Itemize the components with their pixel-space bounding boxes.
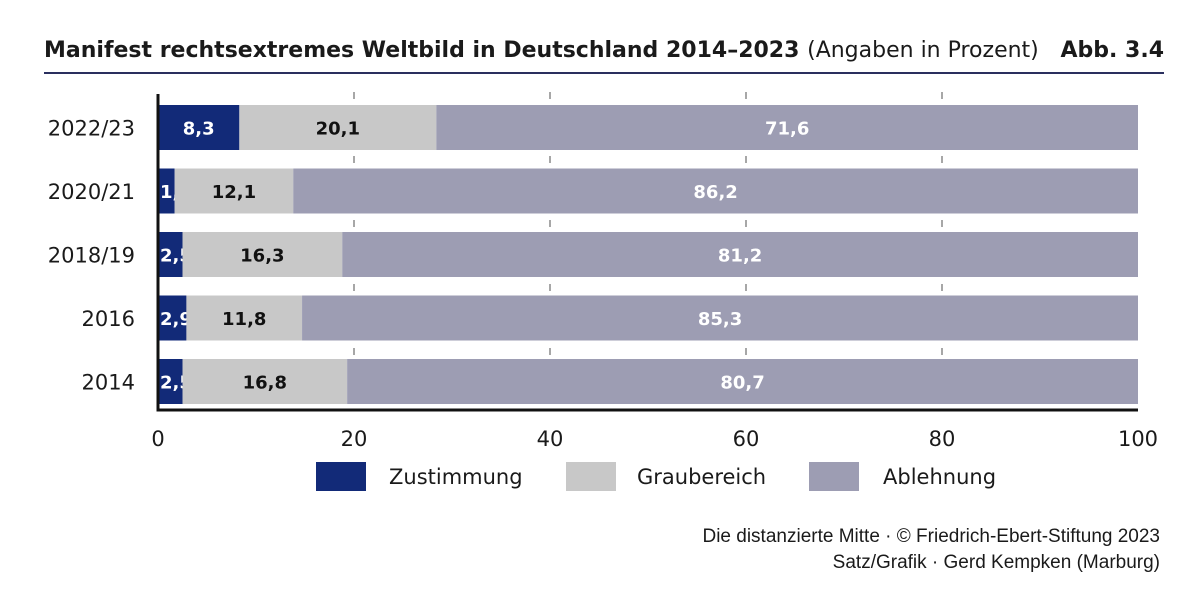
bar-graubereich (186, 295, 303, 341)
bar-ablehnung (293, 168, 1138, 214)
chart-title: Manifest rechtsextremes Weltbild in Deut… (44, 38, 1039, 63)
stacked-bar-chart: 2022/238,320,171,62020/211,712,186,22018… (48, 92, 1158, 491)
bar-graubereich (239, 105, 437, 150)
credit-line-1: Die distanzierte Mitte · © Friedrich-Ebe… (702, 526, 1160, 547)
data-label: 12,1 (212, 182, 256, 203)
data-label: 71,6 (765, 119, 809, 140)
category-label: 2018/19 (48, 244, 135, 268)
figure-label: Abb. 3.4 (1060, 38, 1164, 63)
category-label: 2014 (82, 371, 135, 395)
bar-ablehnung (342, 232, 1138, 277)
data-label: 85,3 (698, 309, 742, 330)
data-label: 8,3 (183, 119, 215, 140)
data-label: 2,9 (160, 309, 192, 330)
legend-swatch-graubereich (566, 462, 616, 491)
category-label: 2016 (82, 307, 135, 331)
data-label: 86,2 (693, 182, 737, 203)
bar-zustimmung (158, 168, 175, 214)
credits: Die distanzierte Mitte · © Friedrich-Ebe… (702, 524, 1160, 576)
bar-graubereich (182, 232, 343, 277)
x-tick-label: 80 (929, 427, 956, 451)
chart-title-text: Manifest rechtsextremes Weltbild in Deut… (44, 38, 800, 63)
legend-label-ablehnung: Ablehnung (883, 465, 996, 489)
x-tick-label: 40 (537, 427, 564, 451)
data-label: 80,7 (720, 373, 764, 394)
credit-line-2: Satz/Grafik · Gerd Kempken (Marburg) (832, 552, 1160, 573)
x-tick-label: 0 (151, 427, 164, 451)
legend-label-graubereich: Graubereich (637, 465, 766, 489)
bar-zustimmung (158, 359, 183, 404)
category-label: 2022/23 (48, 117, 135, 141)
legend-label-zustimmung: Zustimmung (389, 465, 523, 489)
bar-graubereich (174, 168, 294, 214)
bar-graubereich (182, 359, 348, 404)
legend-swatch-zustimmung (316, 462, 366, 491)
chart-subtitle: (Angaben in Prozent) (807, 38, 1039, 63)
data-label: 16,8 (243, 373, 287, 394)
bar-zustimmung (158, 232, 183, 277)
bar-ablehnung (436, 105, 1138, 150)
legend-swatch-ablehnung (809, 462, 859, 491)
bar-ablehnung (347, 359, 1138, 404)
bar-zustimmung (158, 105, 240, 150)
bar-ablehnung (302, 295, 1138, 341)
data-label: 16,3 (240, 246, 284, 267)
x-tick-label: 20 (341, 427, 368, 451)
category-label: 2020/21 (48, 180, 135, 204)
x-tick-label: 60 (733, 427, 760, 451)
data-label: 11,8 (222, 309, 266, 330)
chart-header: Manifest rechtsextremes Weltbild in Deut… (44, 36, 1164, 74)
x-tick-label: 100 (1118, 427, 1158, 451)
bar-zustimmung (158, 295, 187, 341)
data-label: 20,1 (316, 119, 360, 140)
data-label: 81,2 (718, 246, 762, 267)
